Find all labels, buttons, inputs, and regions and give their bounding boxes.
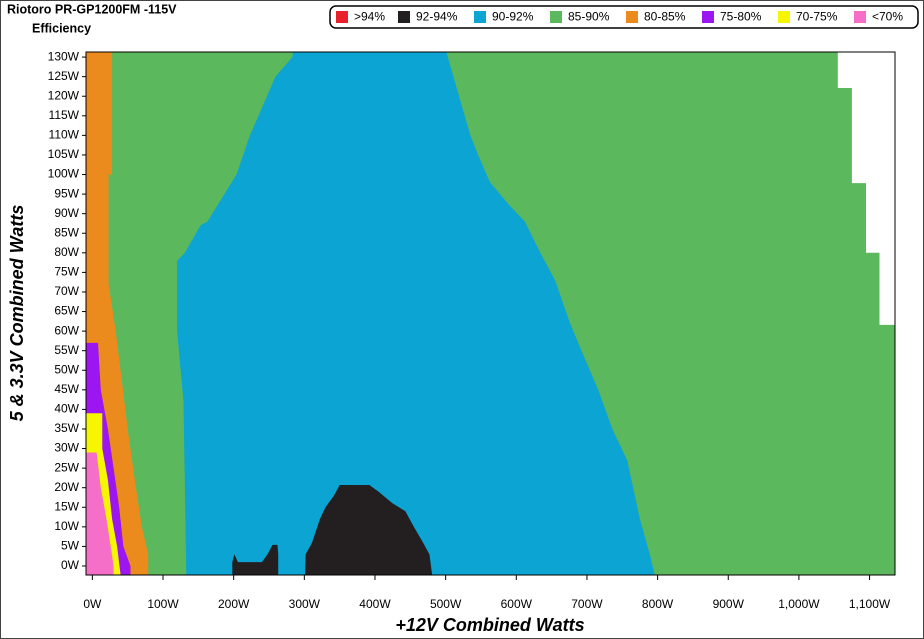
x-tick-label: 0W [83,597,102,611]
y-tick-label: 90W [54,206,79,220]
chart-subtitle: Efficiency [32,21,91,35]
legend-label: 80-85% [644,10,686,24]
legend-label: <70% [872,10,903,24]
legend-label: >94% [354,10,385,24]
legend-label: 70-75% [796,10,838,24]
legend-label: 85-90% [568,10,610,24]
x-tick-label: 700W [571,597,603,611]
y-tick-label: 55W [54,343,79,357]
plot-area [86,52,895,575]
x-tick-label: 300W [289,597,321,611]
y-tick-label: 25W [54,460,79,474]
y-tick-label: 85W [54,225,79,239]
legend-swatch [550,11,562,23]
y-tick-label: 15W [54,499,79,513]
x-tick-label: 200W [218,597,250,611]
y-tick-label: 0W [61,558,80,572]
region [86,452,114,575]
plot-frame [85,51,896,576]
y-tick-label: 50W [54,362,79,376]
legend: >94% 92-94% 90-92% 85-90% 80-85% 75-80% 70-75%… [329,5,919,29]
x-tick-label: 600W [501,597,533,611]
legend-swatch [702,11,714,23]
y-axis-title: 5 & 3.3V Combined Watts [7,205,27,422]
x-tick-label: 900W [713,597,745,611]
y-tick-label: 10W [54,519,79,533]
y-tick-label: 125W [48,69,80,83]
x-tick-label: 100W [147,597,179,611]
legend-swatch [626,11,638,23]
y-tick-label: 80W [54,245,79,259]
legend-label: 90-92% [492,10,534,24]
x-tick-label: 1,000W [778,597,820,611]
legend-label: 92-94% [416,10,458,24]
x-tick-label: 400W [359,597,391,611]
x-tick-label: 800W [642,597,674,611]
legend-swatch [474,11,486,23]
region [305,485,433,575]
x-tick-label: 1,100W [849,597,891,611]
y-tick-label: 115W [49,108,80,122]
y-tick-label: 30W [54,441,79,455]
chart-title: Riotoro PR-GP1200FM -115V [7,2,177,16]
region [177,52,655,575]
legend-swatch [398,11,410,23]
y-tick-label: 35W [54,421,79,435]
legend-swatch [854,11,866,23]
region [232,544,279,575]
y-tick-label: 110W [49,128,80,142]
legend-swatch [778,11,790,23]
y-tick-label: 70W [54,284,79,298]
y-tick-label: 45W [54,382,79,396]
y-tick-label: 120W [48,88,80,102]
y-tick-label: 5W [61,539,80,553]
y-tick-label: 75W [54,265,79,279]
legend-label: 75-80% [720,10,762,24]
x-tick-label: 500W [430,597,462,611]
axes: 0W 5W 10W 15W 20W 25W 30W 35W 40W 45W 50W 55W 60W 65W… [48,49,896,611]
y-tick-label: 60W [54,323,79,337]
y-tick-label: 105W [48,147,80,161]
y-tick-label: 100W [48,167,80,181]
y-tick-label: 20W [54,480,79,494]
y-tick-label: 130W [48,49,80,63]
y-tick-label: 40W [54,402,79,416]
legend-swatch [336,11,348,23]
y-tick-label: 95W [54,186,79,200]
y-tick-label: 65W [54,304,79,318]
x-axis-title: +12V Combined Watts [395,615,584,635]
